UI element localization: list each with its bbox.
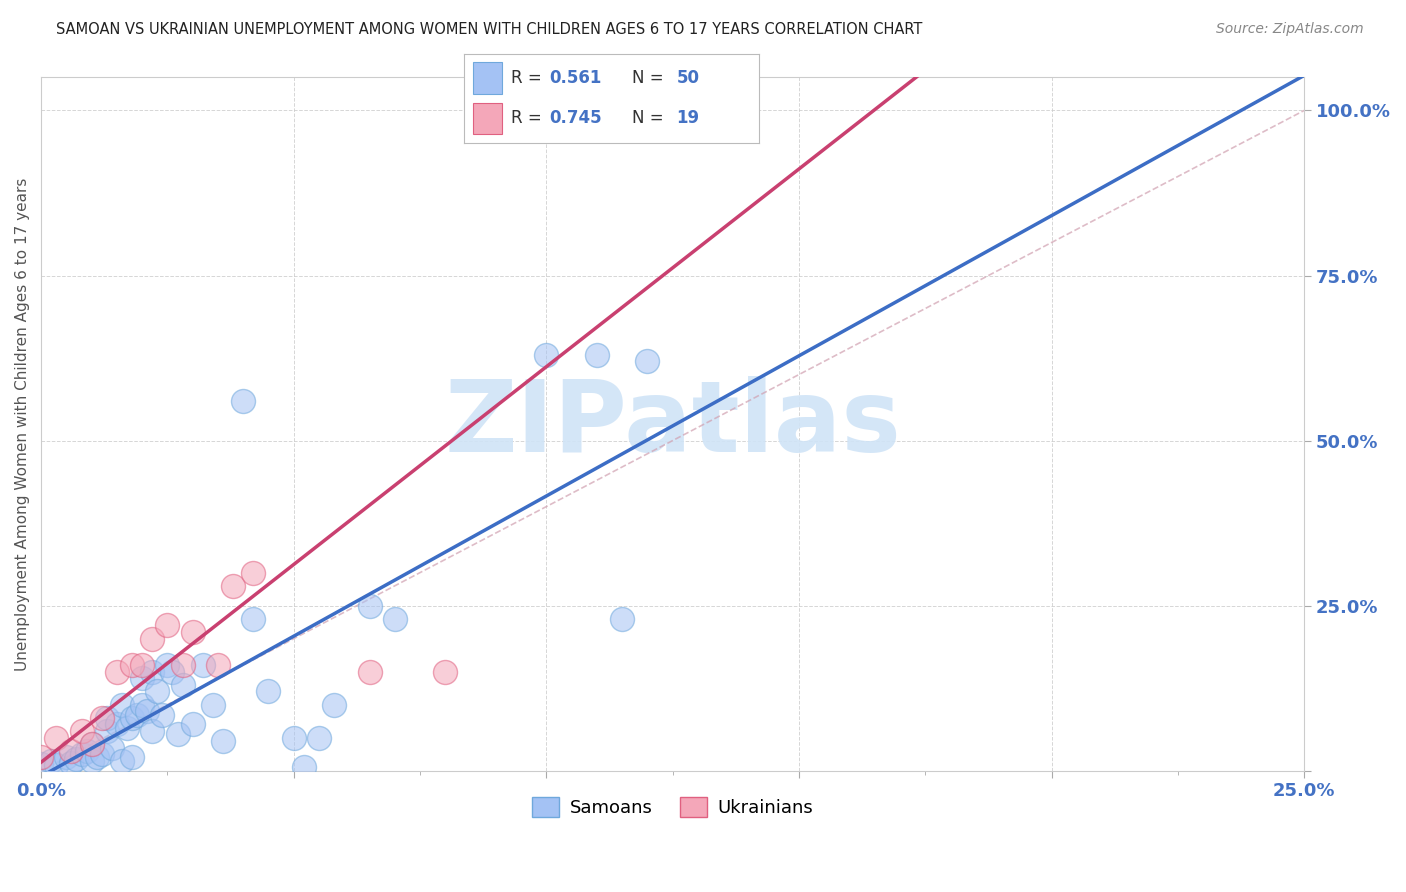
Text: 0.561: 0.561	[550, 69, 602, 87]
Text: 0.745: 0.745	[550, 109, 602, 128]
Point	[96, 711, 118, 725]
Point	[90, 711, 112, 725]
Point	[610, 612, 633, 626]
Point	[172, 678, 194, 692]
Point	[121, 750, 143, 764]
Point	[121, 711, 143, 725]
Point	[30, 757, 52, 772]
Point	[80, 737, 103, 751]
Point	[181, 717, 204, 731]
Point	[70, 724, 93, 739]
Point	[115, 721, 138, 735]
Point	[141, 665, 163, 679]
Point	[222, 579, 245, 593]
Point	[55, 750, 77, 764]
Point	[434, 665, 457, 679]
Point	[359, 665, 381, 679]
Point	[131, 658, 153, 673]
Point	[30, 750, 52, 764]
Point	[191, 658, 214, 673]
Point	[156, 658, 179, 673]
Point	[181, 625, 204, 640]
Point	[60, 756, 83, 770]
Point	[156, 618, 179, 632]
Point	[60, 744, 83, 758]
Text: Source: ZipAtlas.com: Source: ZipAtlas.com	[1216, 22, 1364, 37]
Point	[105, 717, 128, 731]
Point	[212, 734, 235, 748]
Point	[359, 599, 381, 613]
Point	[146, 684, 169, 698]
Text: N =: N =	[633, 109, 669, 128]
Point	[586, 348, 609, 362]
Point	[242, 612, 264, 626]
Point	[101, 740, 124, 755]
Point	[90, 747, 112, 762]
Point	[70, 747, 93, 762]
Point	[207, 658, 229, 673]
Text: N =: N =	[633, 69, 669, 87]
Point	[536, 103, 558, 118]
Point	[201, 698, 224, 712]
Text: SAMOAN VS UKRAINIAN UNEMPLOYMENT AMONG WOMEN WITH CHILDREN AGES 6 TO 17 YEARS CO: SAMOAN VS UKRAINIAN UNEMPLOYMENT AMONG W…	[56, 22, 922, 37]
Point	[111, 698, 134, 712]
Point	[242, 566, 264, 580]
Point	[257, 684, 280, 698]
Point	[384, 612, 406, 626]
Point	[283, 731, 305, 745]
Point	[536, 348, 558, 362]
Point	[80, 754, 103, 768]
Point	[96, 724, 118, 739]
Point	[86, 750, 108, 764]
Text: R =: R =	[512, 109, 547, 128]
Point	[131, 671, 153, 685]
Point	[45, 758, 67, 772]
Point	[131, 698, 153, 712]
Point	[162, 665, 184, 679]
Point	[80, 737, 103, 751]
Legend: Samoans, Ukrainians: Samoans, Ukrainians	[524, 789, 821, 824]
Point	[141, 724, 163, 739]
Point	[111, 754, 134, 768]
Point	[141, 632, 163, 646]
Point	[308, 731, 330, 745]
Point	[232, 394, 254, 409]
Point	[136, 704, 159, 718]
Bar	[472, 103, 502, 134]
Y-axis label: Unemployment Among Women with Children Ages 6 to 17 years: Unemployment Among Women with Children A…	[15, 178, 30, 671]
Text: R =: R =	[512, 69, 547, 87]
Point	[121, 658, 143, 673]
Text: 50: 50	[676, 69, 700, 87]
Point	[65, 752, 87, 766]
Point	[172, 658, 194, 673]
Point	[292, 760, 315, 774]
Point	[45, 731, 67, 745]
Point	[150, 707, 173, 722]
Text: ZIPatlas: ZIPatlas	[444, 376, 901, 473]
Point	[105, 665, 128, 679]
Point	[636, 354, 658, 368]
Point	[323, 698, 346, 712]
Point	[76, 744, 98, 758]
Point	[166, 727, 188, 741]
Point	[39, 754, 62, 768]
Text: 19: 19	[676, 109, 700, 128]
Point	[127, 707, 149, 722]
Bar	[472, 62, 502, 94]
